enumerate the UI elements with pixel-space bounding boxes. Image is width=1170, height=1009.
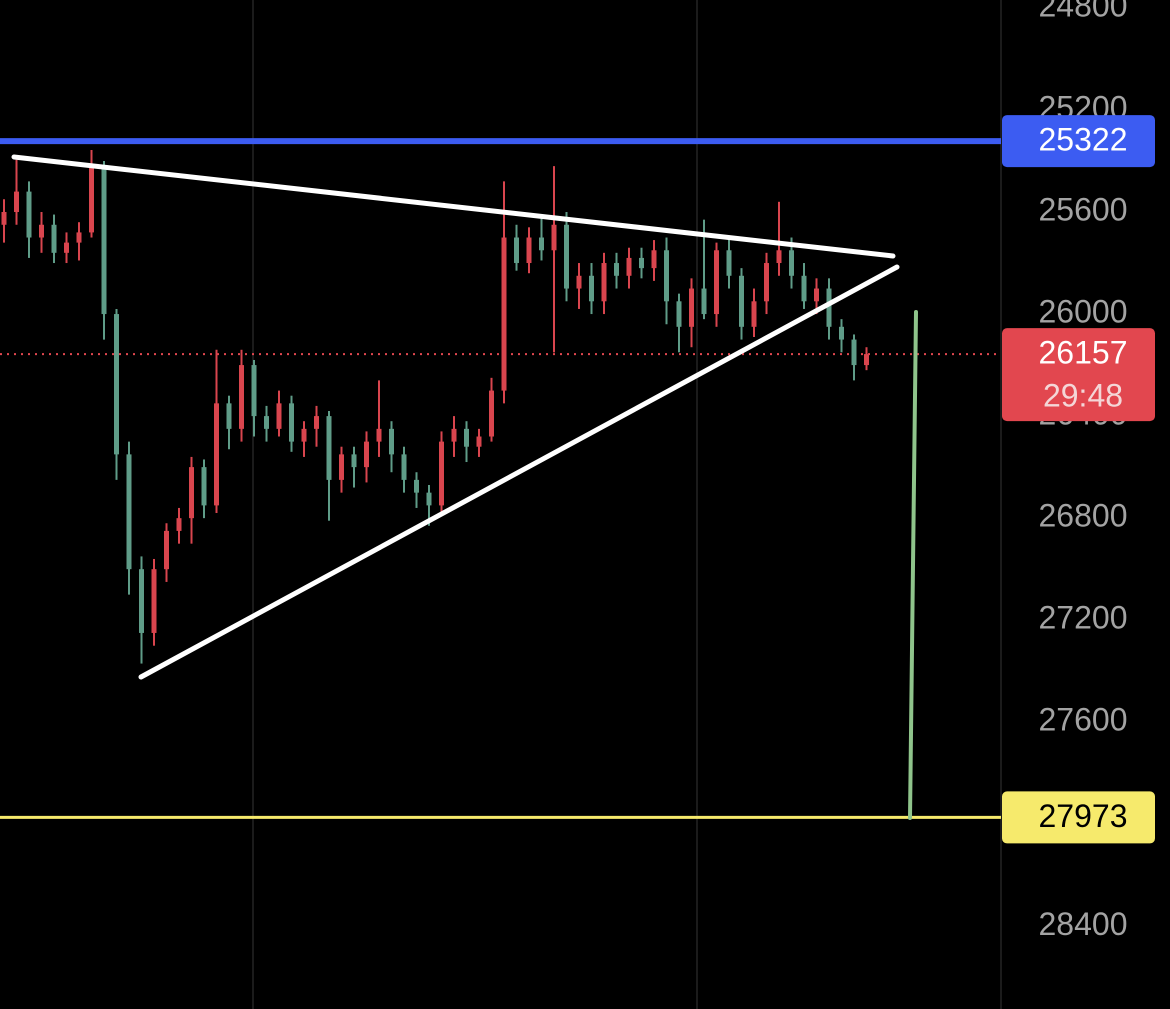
candle-body: [326, 416, 332, 480]
candle-body: [139, 569, 144, 633]
candle-body: [376, 428, 382, 442]
candle-body: [126, 454, 132, 570]
candle-body: [526, 237, 532, 264]
candle-body: [51, 224, 57, 253]
candle-body: [339, 454, 344, 480]
y-tick-label: 28400: [1039, 906, 1128, 942]
candle-body: [664, 250, 669, 302]
last-price-box: [1002, 328, 1155, 422]
y-tick-label: 26000: [1039, 294, 1128, 330]
y-tick-label: 25600: [1039, 191, 1128, 227]
candle-body: [414, 479, 419, 493]
candle-body: [589, 275, 594, 302]
candle-body: [264, 416, 269, 429]
price-axis: 2480025200256002600026400268002720027600…: [1002, 0, 1155, 942]
candle-body: [39, 224, 44, 238]
candle-body: [676, 301, 682, 327]
candle-body: [239, 365, 244, 429]
candle-body: [764, 263, 769, 302]
price-label: 25322: [1039, 122, 1128, 158]
candle-body: [189, 467, 194, 519]
candle-body: [501, 237, 507, 391]
y-tick-label: 27600: [1039, 702, 1128, 738]
candle-body: [101, 166, 107, 315]
candle-body: [801, 275, 807, 302]
candle-body: [751, 301, 757, 327]
drawings: [11, 154, 918, 820]
candle-body: [701, 288, 707, 315]
candle-body: [601, 263, 607, 302]
target-line: [908, 310, 918, 820]
y-tick-label: 24800: [1039, 0, 1128, 23]
candle-body: [201, 467, 207, 506]
price-label-box: [1002, 115, 1155, 168]
candle-body: [314, 416, 319, 429]
lower-trendline: [138, 264, 900, 680]
candle-body: [476, 436, 482, 447]
candle-body: [89, 166, 94, 233]
candle-body: [251, 365, 257, 417]
y-tick-label: 26800: [1039, 498, 1128, 534]
candle-body: [539, 237, 544, 251]
candle-body: [689, 288, 694, 327]
candle-body: [464, 428, 469, 447]
price-label-box: [1002, 791, 1155, 844]
candle-body: [626, 257, 632, 276]
candle-body: [576, 275, 582, 289]
candle-body: [639, 257, 644, 269]
candle-body: [14, 191, 19, 213]
candle-body: [114, 314, 119, 455]
candle-body: [289, 403, 294, 442]
candle-body: [439, 441, 444, 506]
candle-body: [64, 242, 69, 253]
candle-body: [214, 403, 219, 506]
candle-body: [864, 354, 869, 366]
candle-body: [851, 339, 857, 366]
candle-body: [514, 237, 519, 264]
candle-body: [551, 224, 557, 251]
candle-body: [826, 288, 832, 327]
price-label: 27973: [1039, 798, 1128, 834]
candle-body: [364, 441, 369, 468]
candle-body: [814, 288, 819, 302]
countdown-label: 29:48: [1043, 378, 1123, 414]
candle-body: [651, 250, 657, 269]
price-lines: [0, 138, 1001, 819]
candle-body: [451, 428, 457, 442]
upper-trendline: [11, 154, 896, 259]
candle-body: [564, 224, 569, 289]
candle-body: [614, 263, 619, 276]
candle-body: [489, 390, 494, 437]
y-tick-label: 27200: [1039, 600, 1128, 636]
candle-body: [26, 191, 32, 238]
candle-body: [176, 518, 182, 531]
candle-body: [401, 454, 407, 480]
candle-body: [151, 569, 157, 633]
candle-body: [426, 492, 432, 506]
candle-body: [776, 250, 782, 264]
candle-body: [164, 530, 169, 570]
last-price-label: 26157: [1039, 335, 1128, 371]
candle-body: [76, 232, 82, 243]
candle-body: [839, 326, 844, 340]
candle-body: [739, 275, 744, 327]
candle-body: [1, 212, 7, 225]
candle-body: [726, 250, 732, 276]
candle-body: [301, 428, 307, 442]
candle-body: [276, 403, 282, 429]
candle-body: [351, 454, 357, 468]
candle-body: [389, 428, 394, 455]
candle-body: [714, 250, 719, 315]
candles: [1, 150, 869, 664]
candle-body: [226, 403, 232, 429]
candle-body: [789, 250, 794, 276]
